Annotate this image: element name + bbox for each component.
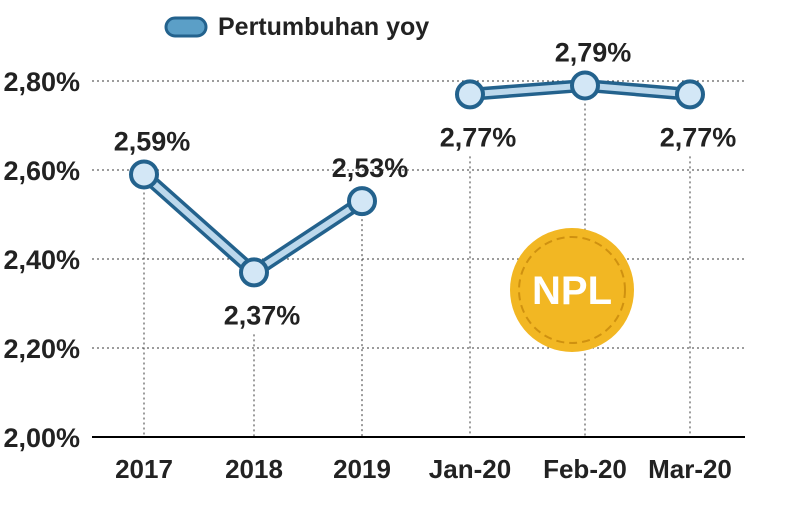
x-tick-label: 2018 [225,454,283,484]
data-label: 2,37% [224,300,301,330]
data-point-marker [675,79,705,110]
y-tick-label: 2,20% [3,334,80,364]
data-label: 2,53% [332,153,409,183]
axes: 2,00% 2,20% 2,40% 2,60% 2,80% 2017 2018 2019 Jan… [3,67,745,484]
x-tick-label: Jan-20 [429,454,511,484]
series-pertumbuhan-yoy [129,70,705,288]
data-label: 2,79% [555,37,632,67]
data-label: 2,59% [114,126,191,156]
npl-badge-ring [518,236,626,344]
x-tick-label: Mar-20 [648,454,732,484]
data-point-marker [129,159,159,190]
x-tick-label: 2019 [333,454,391,484]
legend: Pertumbuhan yoy [164,13,429,41]
x-tick-label: 2017 [115,454,173,484]
npl-badge: NPL [510,228,634,352]
npl-badge-label: NPL [532,269,612,313]
npl-badge-circle [510,228,634,352]
data-point-marker [570,70,600,101]
data-label: 2,77% [660,122,737,152]
y-tick-label: 2,60% [3,156,80,186]
y-tick-label: 2,40% [3,245,80,275]
data-point-marker [239,257,269,288]
y-tick-label: 2,00% [3,423,80,453]
data-point-marker [455,79,485,110]
y-tick-label: 2,80% [3,67,80,97]
legend-label: Pertumbuhan yoy [218,13,429,41]
data-label: 2,77% [440,122,517,152]
x-tick-label: Feb-20 [543,454,627,484]
data-labels: 2,59% 2,37% 2,53% 2,77% 2,79% 2,77% [114,37,737,330]
legend-swatch [164,16,208,38]
data-point-marker [347,186,377,217]
